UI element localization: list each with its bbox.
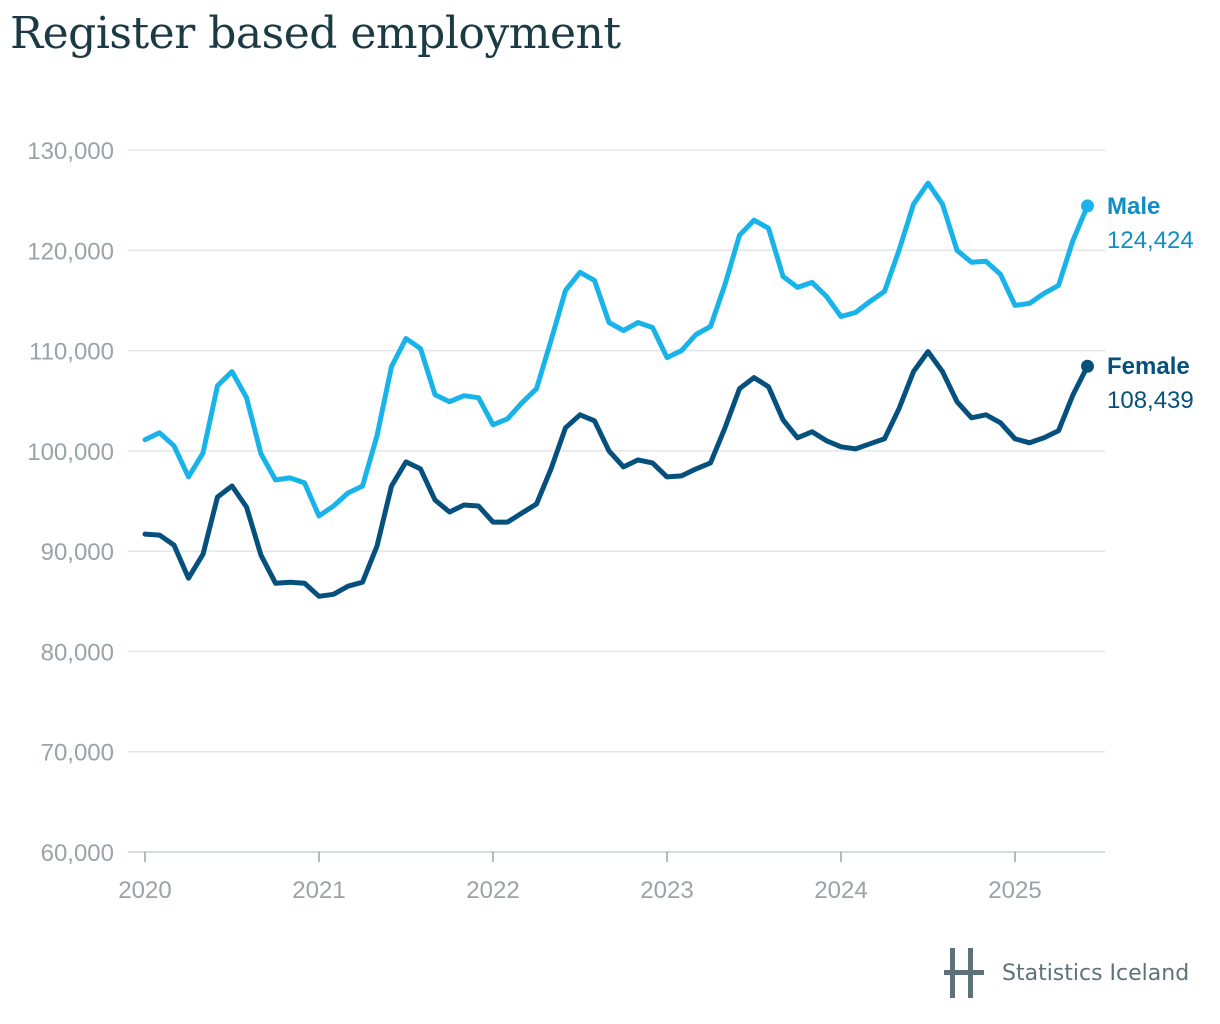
series-label-male: Male [1107, 193, 1160, 220]
series-line-male [142, 180, 1090, 519]
y-tick-label: 80,000 [41, 639, 114, 666]
x-tick-label: 2023 [640, 877, 693, 904]
y-tick-label: 120,000 [27, 238, 114, 265]
x-axis: 2020 2021 2022 2023 2024 2025 [118, 852, 1042, 904]
x-tick-label: 2020 [118, 877, 171, 904]
gridlines [128, 149, 1105, 853]
y-tick-label: 110,000 [29, 339, 114, 366]
statistics-iceland-logo-icon [944, 948, 984, 998]
y-tick-label: 60,000 [41, 840, 114, 867]
source-logo: Statistics Iceland [944, 948, 1189, 998]
chart-title: Register based employment [10, 8, 621, 59]
y-axis-ticks: 60,000 70,000 80,000 90,000 100,000 110,000 12… [27, 138, 114, 867]
y-tick-label: 70,000 [41, 740, 114, 767]
x-tick-label: 2025 [988, 877, 1041, 904]
x-tick-label: 2024 [814, 877, 867, 904]
x-tick-label: 2021 [292, 877, 345, 904]
series-endpoint-male [1081, 199, 1094, 213]
y-tick-label: 130,000 [27, 138, 114, 165]
series-endpoint-female [1081, 359, 1094, 373]
y-tick-label: 90,000 [41, 539, 114, 566]
series-value-label-male: 124,424 [1107, 227, 1194, 254]
y-tick-label: 100,000 [27, 439, 114, 466]
x-tick-label: 2022 [466, 877, 519, 904]
series-lines [142, 180, 1094, 599]
series-end-labels: Male 124,424 Female 108,439 [1107, 193, 1194, 414]
source-logo-text: Statistics Iceland [1002, 960, 1190, 986]
series-line-female [142, 349, 1090, 599]
series-label-female: Female [1107, 353, 1190, 380]
series-value-label-female: 108,439 [1107, 387, 1194, 414]
